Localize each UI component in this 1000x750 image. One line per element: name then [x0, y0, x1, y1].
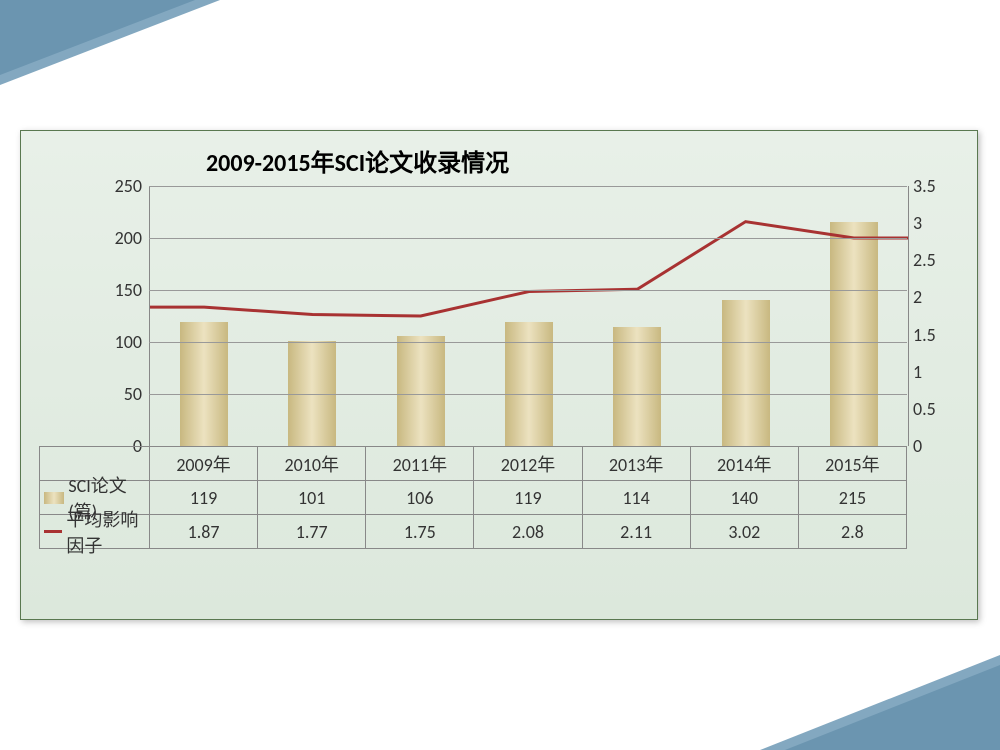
line-overlay: [150, 186, 908, 446]
y2-tick-label: 3.5: [913, 175, 953, 197]
bar-value-cell: 106: [365, 480, 474, 515]
category-cell: 2012年: [473, 446, 582, 481]
y2-tick-label: 1.5: [913, 324, 953, 346]
y2-tick-label: 0: [913, 435, 953, 457]
y2-tick-label: 1: [913, 361, 953, 383]
line-series-label: 平均影响因子: [66, 506, 149, 558]
decor-triangle-top: [0, 0, 220, 85]
bar-value-cell: 215: [798, 480, 907, 515]
y2-tick-label: 2.5: [913, 249, 953, 271]
gridline: [149, 394, 907, 395]
slide: 2009-2015年SCI论文收录情况 050100150200250 00.5…: [0, 0, 1000, 750]
line-value-cell: 1.87: [149, 514, 258, 549]
category-row: 2009年2010年2011年2012年2013年2014年2015年: [149, 446, 907, 481]
line-value-cell: 3.02: [690, 514, 799, 549]
plot-area: [149, 186, 909, 446]
table-header-line: 平均影响因子: [39, 514, 150, 549]
bar-value-row: 119101106119114140215: [149, 480, 907, 515]
category-cell: 2015年: [798, 446, 907, 481]
gridline: [149, 290, 907, 291]
category-cell: 2009年: [149, 446, 258, 481]
bar-value-cell: 101: [257, 480, 366, 515]
y1-tick-label: 100: [97, 331, 142, 353]
gridline: [149, 238, 907, 239]
gridline: [149, 342, 907, 343]
bar-value-cell: 119: [473, 480, 582, 515]
line-value-cell: 2.11: [582, 514, 691, 549]
category-cell: 2011年: [365, 446, 474, 481]
bar-value-cell: 119: [149, 480, 258, 515]
gridline: [149, 186, 907, 187]
trend-line: [150, 222, 908, 316]
chart-title: 2009-2015年SCI论文收录情况: [206, 143, 509, 178]
category-cell: 2014年: [690, 446, 799, 481]
category-cell: 2010年: [257, 446, 366, 481]
y1-tick-label: 50: [97, 383, 142, 405]
y1-tick-label: 150: [97, 279, 142, 301]
bar-value-cell: 114: [582, 480, 691, 515]
bar-swatch-icon: [44, 492, 64, 504]
line-value-cell: 1.75: [365, 514, 474, 549]
line-value-row: 1.871.771.752.082.113.022.8: [149, 514, 907, 549]
line-swatch-icon: [44, 530, 62, 533]
line-value-cell: 2.8: [798, 514, 907, 549]
decor-triangle-bottom: [760, 655, 1000, 750]
y2-tick-label: 2: [913, 286, 953, 308]
line-value-cell: 2.08: [473, 514, 582, 549]
y1-tick-label: 200: [97, 227, 142, 249]
line-value-cell: 1.77: [257, 514, 366, 549]
y2-tick-label: 0.5: [913, 398, 953, 420]
bar-value-cell: 140: [690, 480, 799, 515]
y2-tick-label: 3: [913, 212, 953, 234]
category-cell: 2013年: [582, 446, 691, 481]
chart-container: 2009-2015年SCI论文收录情况 050100150200250 00.5…: [20, 130, 978, 620]
y1-tick-label: 250: [97, 175, 142, 197]
